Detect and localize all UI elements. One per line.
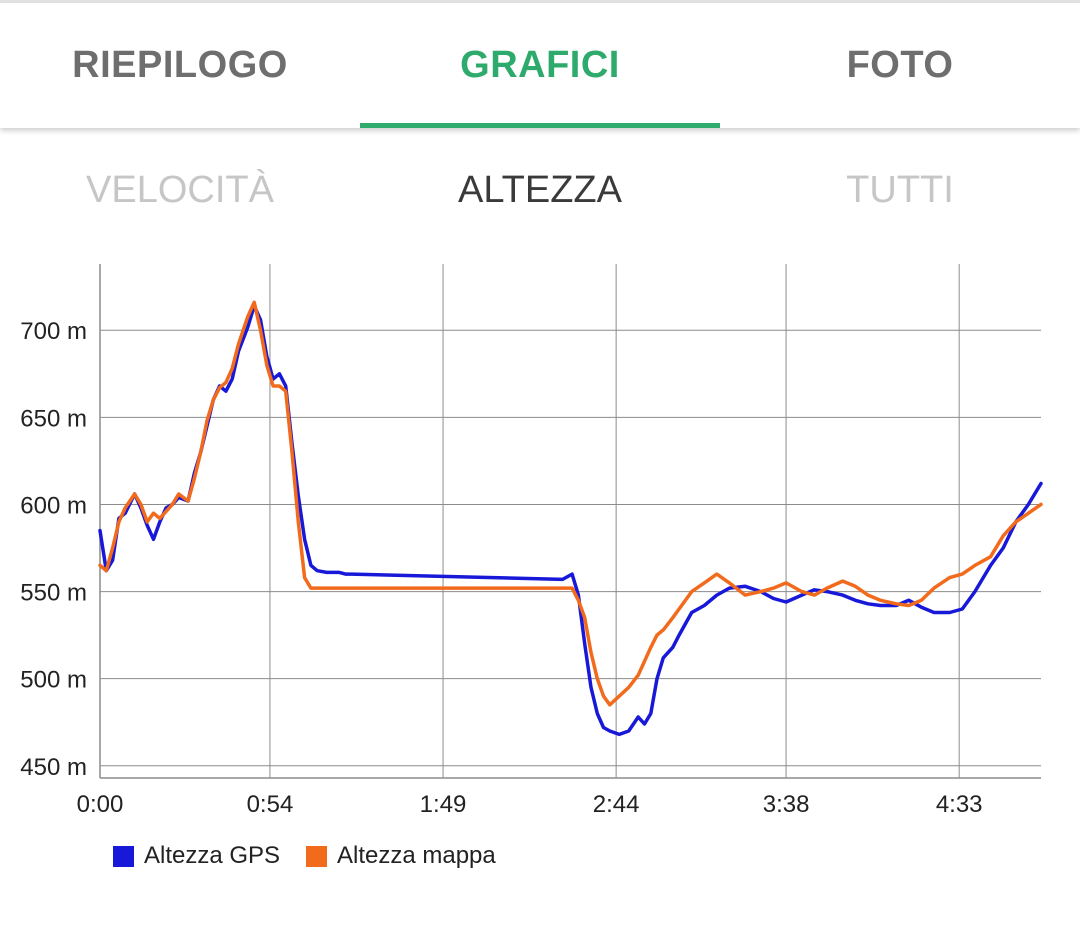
x-tick-label: 0:00 xyxy=(77,791,124,818)
x-tick-label: 4:33 xyxy=(936,791,983,818)
legend-swatch-gps xyxy=(113,845,134,867)
legend-item-map: Altezza mappa xyxy=(306,840,496,872)
main-tab-bar: RIEPILOGO GRAFICI FOTO xyxy=(0,3,1080,128)
top-border xyxy=(0,0,1080,3)
subtab-altezza[interactable]: ALTEZZA xyxy=(458,168,622,211)
active-tab-indicator xyxy=(360,123,720,128)
series-line-altezza-gps xyxy=(98,304,1043,737)
x-tick-label: 3:38 xyxy=(763,791,810,818)
y-tick-label: 450 m xyxy=(20,754,87,781)
legend-item-gps: Altezza GPS xyxy=(113,840,280,872)
tab-grafici[interactable]: GRAFICI xyxy=(460,44,620,86)
series-line-altezza-mappa xyxy=(98,300,1043,707)
legend-swatch-map xyxy=(306,845,327,867)
tab-foto[interactable]: FOTO xyxy=(846,44,954,86)
legend-label-gps: Altezza GPS xyxy=(144,842,281,869)
x-tick-label: 0:54 xyxy=(247,791,294,818)
y-tick-label: 650 m xyxy=(20,405,87,432)
x-tick-label: 2:44 xyxy=(593,791,640,818)
chart-subtab-bar: VELOCITÀ ALTEZZA TUTTI xyxy=(0,150,1080,230)
subtab-tutti[interactable]: TUTTI xyxy=(846,168,954,211)
y-tick-label: 500 m xyxy=(20,667,87,694)
subtab-velocita[interactable]: VELOCITÀ xyxy=(86,168,274,211)
x-tick-label: 1:49 xyxy=(420,791,467,818)
y-tick-label: 700 m xyxy=(20,318,87,345)
tab-riepilogo[interactable]: RIEPILOGO xyxy=(72,44,288,86)
legend-label-map: Altezza mappa xyxy=(337,842,496,869)
y-tick-label: 600 m xyxy=(20,492,87,519)
y-tick-label: 550 m xyxy=(20,580,87,607)
